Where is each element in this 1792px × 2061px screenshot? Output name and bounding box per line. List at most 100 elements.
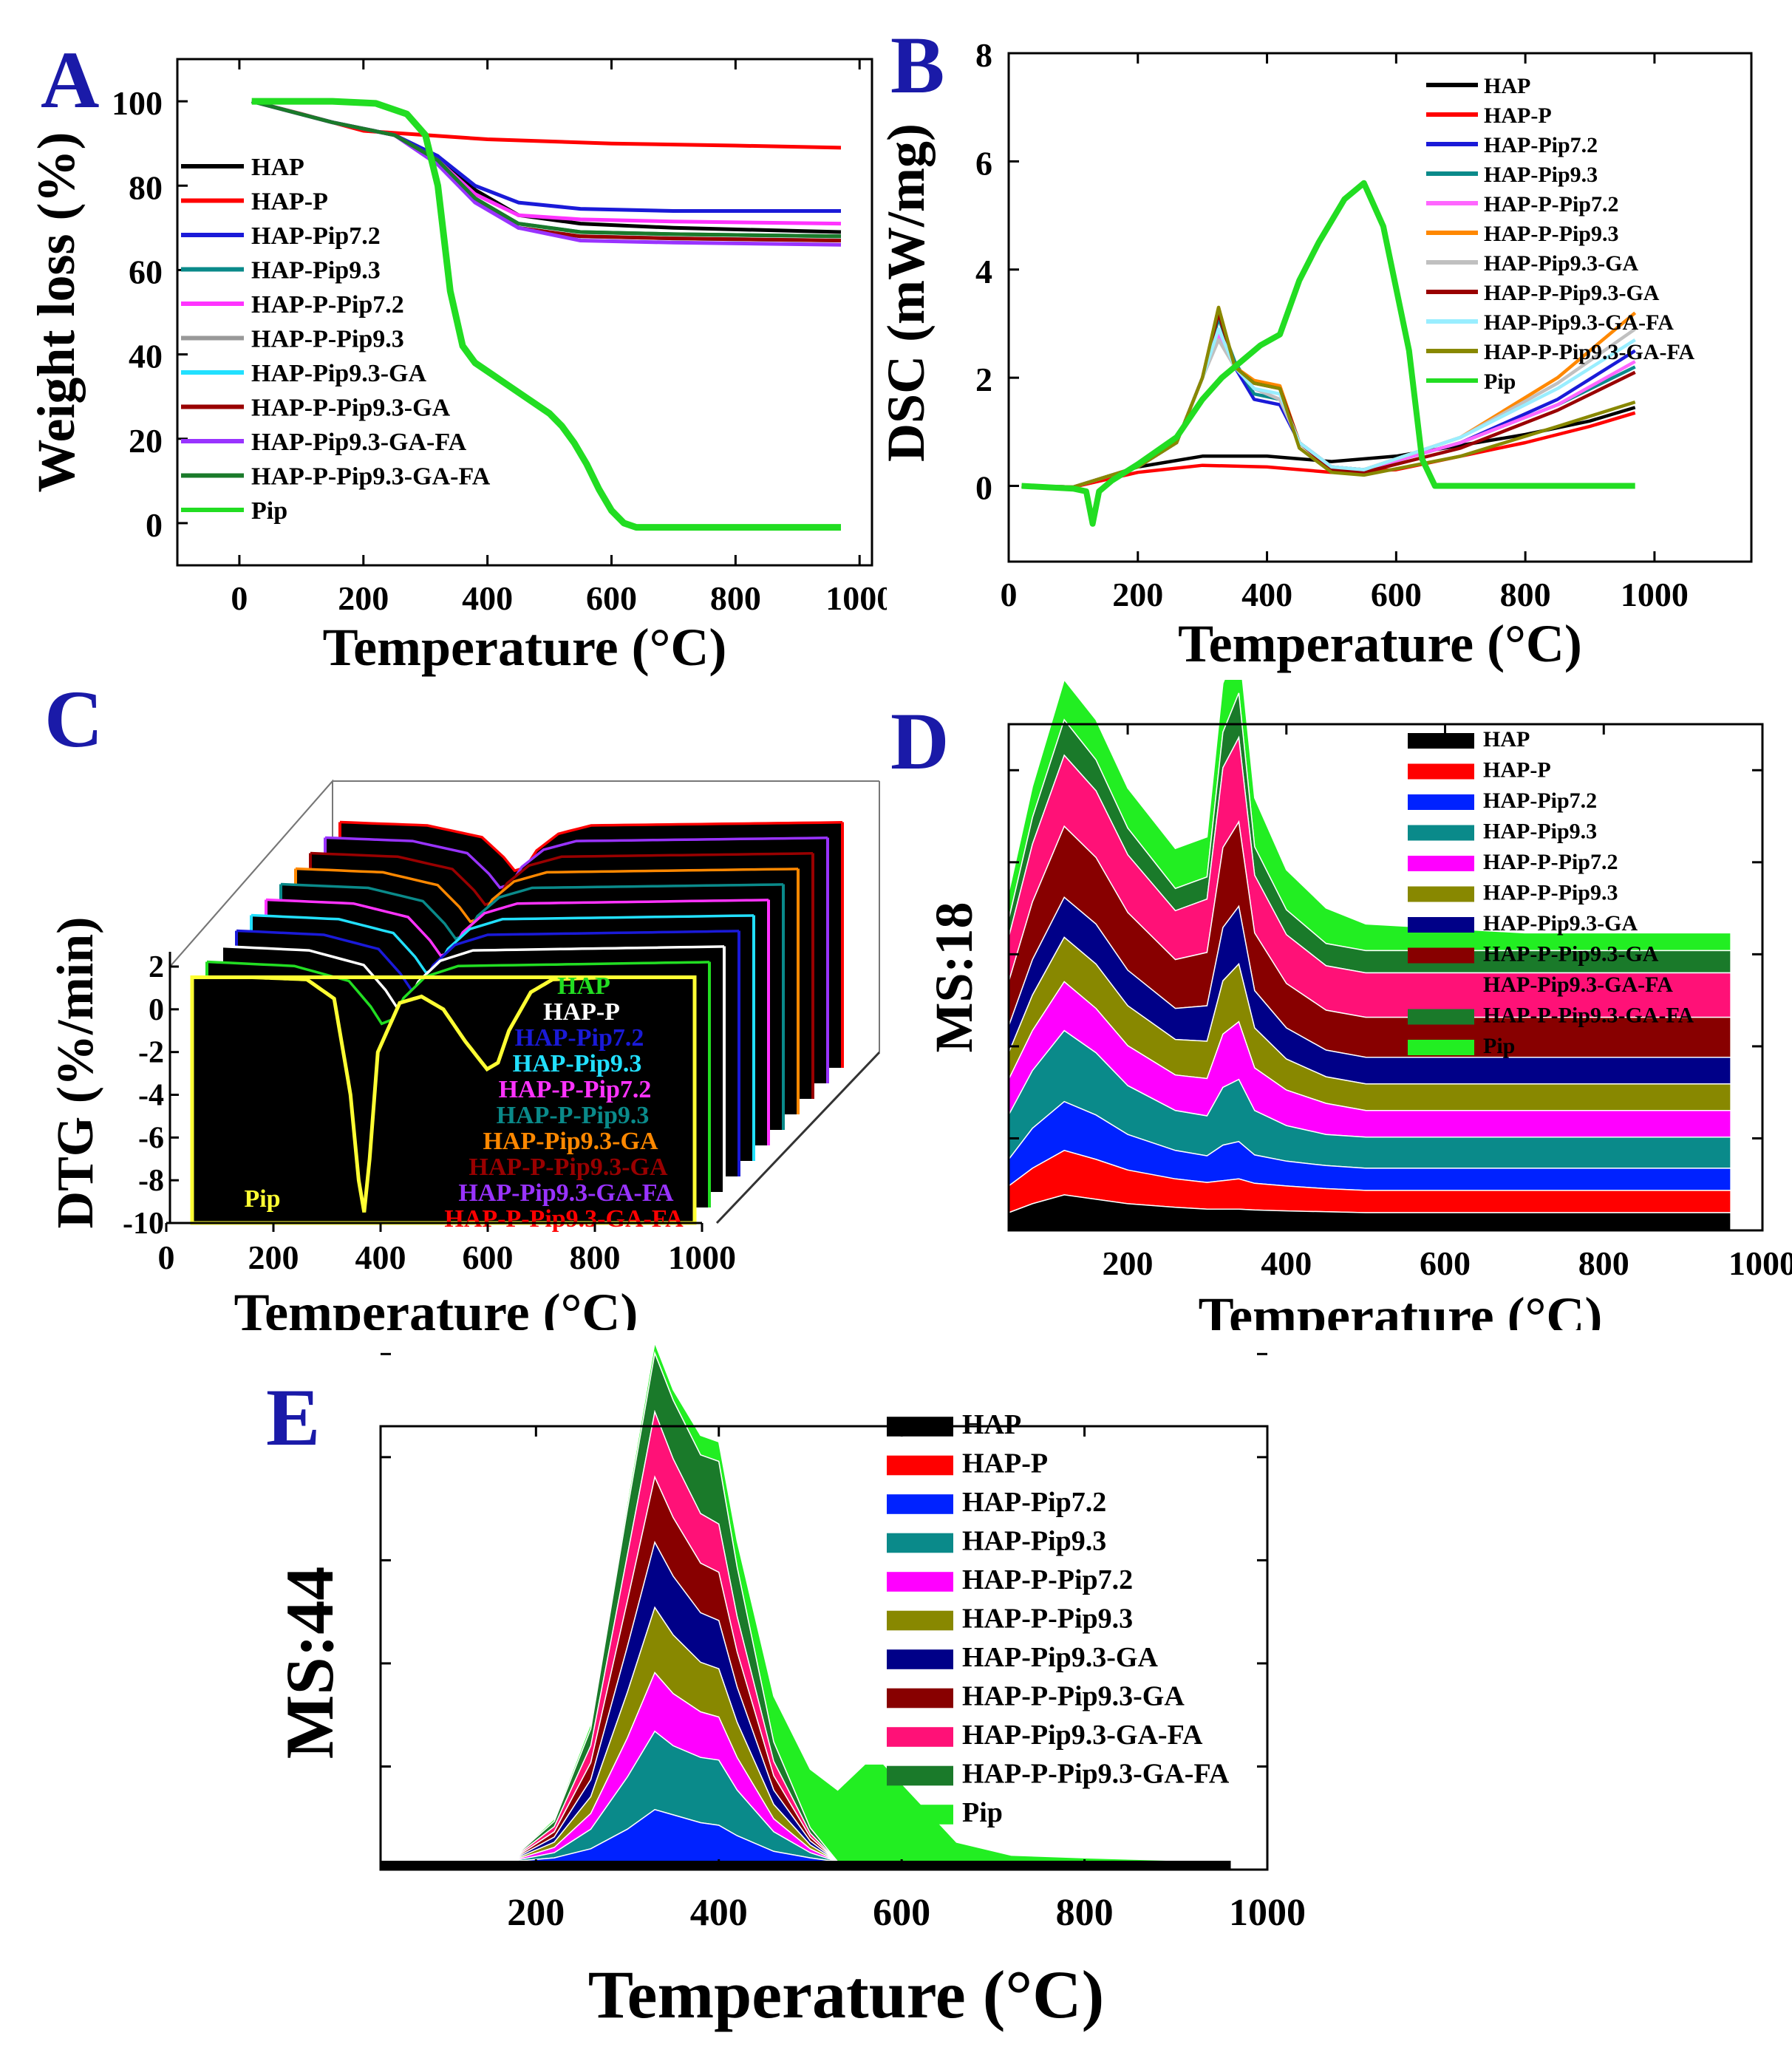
dtg-layer-line-hap [206, 960, 710, 1026]
legend-swatch [887, 1649, 953, 1669]
legend-label: HAP-Pip9.3-GA [1484, 251, 1638, 276]
y-axis-label: DSC (mW/mg) [887, 123, 936, 462]
legend-label: HAP-P-Pip9.3-GA-FA [1483, 1004, 1694, 1028]
dtg-layer-label: HAP-Pip9.3-GA [483, 1128, 658, 1155]
panel-letter: D [890, 696, 949, 786]
x-tick-label: 0 [231, 579, 248, 617]
legend-label: HAP-Pip9.3-GA-FA [1484, 310, 1674, 335]
y-tick-label: -8 [138, 1164, 164, 1198]
legend-label: HAP-P-Pip9.3-GA [962, 1681, 1185, 1712]
y-tick-label: 0 [975, 469, 992, 507]
plot-frame-outline [1007, 723, 1764, 1232]
y-axis-label: Weight loss (%) [27, 132, 86, 492]
dtg-layer-label: HAP-P [543, 998, 620, 1026]
legend-swatch [887, 1688, 953, 1709]
legend-swatch [1408, 978, 1474, 994]
dtg-front-fill [192, 977, 695, 1223]
legend-label: HAP-P-Pip9.3-GA-FA [1484, 340, 1695, 364]
dtg-layer-label: HAP-P-Pip9.3 [497, 1102, 650, 1129]
y-axis-label: MS:44 [272, 1567, 347, 1759]
dtg-layer-label: HAP-P-Pip9.3-GA-FA [444, 1205, 684, 1233]
x-tick-label: 1000 [668, 1239, 736, 1276]
legend-swatch [887, 1765, 953, 1786]
legend-swatch [1408, 1040, 1474, 1055]
x-tick-label: 1000 [825, 579, 887, 617]
series-line-pip [1021, 180, 1635, 527]
panel-letter: A [41, 35, 99, 125]
panel-d-ms18-chart: D HAP HAP-P HAP-Pip7.2 HAP-Pip9.3 HAP-P-Pip7.… [890, 680, 1792, 1330]
legend-label: HAP-P-Pip9.3-GA [251, 395, 451, 422]
plot-frame-outline [379, 1425, 1269, 1871]
x-axis-label: Temperature (°C) [1178, 614, 1582, 673]
box-top-edge [169, 780, 879, 967]
legend-label: HAP-P [962, 1448, 1048, 1479]
legend-swatch [1408, 856, 1474, 871]
legend-label: HAP [251, 154, 304, 181]
legend-swatch [887, 1455, 953, 1476]
legend-label: HAP-Pip9.3-GA [962, 1642, 1158, 1673]
y-tick-label: 0 [149, 993, 164, 1027]
y-tick-label: -6 [138, 1121, 164, 1155]
y-tick-label: 40 [129, 338, 163, 375]
x-tick-label: 400 [690, 1892, 748, 1934]
x-tick-label: 200 [338, 579, 389, 617]
dtg-layer-line-hap-p-pip9-3 [280, 882, 784, 941]
x-tick-label: 1000 [1728, 1244, 1792, 1282]
legend-swatch [887, 1610, 953, 1631]
dtg-layer-label: HAP-Pip9.3-GA-FA [458, 1179, 674, 1207]
legend-label: HAP-P [1483, 758, 1551, 783]
legend-label: Pip [1483, 1034, 1515, 1058]
legend-label: HAP-P-Pip9.3 [1484, 222, 1618, 246]
legend-label: HAP-P-Pip7.2 [251, 291, 404, 318]
dtg-layer-label: HAP-Pip9.3 [513, 1050, 642, 1077]
dtg-layer-label: HAP-Pip7.2 [515, 1024, 644, 1052]
x-tick-label: 800 [1500, 576, 1551, 613]
x-tick-label: 600 [586, 579, 637, 617]
x-tick-label: 400 [462, 579, 513, 617]
legend-swatch [887, 1494, 953, 1514]
x-tick-label: 800 [710, 579, 761, 617]
legend-label: HAP-P-Pip7.2 [1483, 850, 1618, 874]
dtg-layer-label: HAP-P-Pip9.3-GA [469, 1154, 668, 1181]
legend-label: Pip [251, 497, 287, 525]
legend-label: Pip [962, 1797, 1003, 1828]
legend-label: Pip [1484, 369, 1516, 394]
legend-swatch [887, 1727, 953, 1747]
legend-swatch [1408, 763, 1474, 780]
y-tick-label: 20 [129, 422, 163, 460]
x-tick-label: 600 [1420, 1244, 1471, 1282]
legend-label: HAP-P [251, 188, 328, 216]
legend-swatch [887, 1572, 953, 1592]
panel-letter: E [266, 1372, 320, 1462]
legend-label: HAP-P-Pip9.3-GA [1483, 942, 1659, 967]
legend-label: HAP-Pip7.2 [1484, 133, 1598, 157]
legend-label: HAP-Pip9.3-GA [1483, 911, 1638, 936]
x-tick-label: 200 [248, 1239, 299, 1276]
y-tick-label: 60 [129, 253, 163, 290]
legend-swatch [1408, 886, 1474, 902]
x-tick-label: 0 [1001, 576, 1018, 613]
panel-b-dsc-chart: B 0 2 4 6 8 0 200 400 600 800 1000 Temperature (°C) D… [887, 20, 1753, 673]
y-tick-label: 4 [975, 253, 992, 290]
dtg-layer-line-hap-p-pip9-3-ga [310, 851, 814, 907]
x-tick-label: 400 [1261, 1244, 1312, 1282]
y-axis-label: DTG (%/min) [47, 917, 104, 1229]
legend-label: HAP-Pip9.3 [1484, 163, 1598, 187]
dtg-layer-line-hap-p [221, 944, 725, 1009]
panel-c-dtg-chart: C HAPHAP-PHAP-Pip7.2HAP-Pip9.3HAP-P-Pip7.… [44, 680, 881, 1330]
legend-label: HAP-Pip7.2 [251, 222, 381, 250]
box-depth-axis [715, 1051, 881, 1224]
x-tick-label: 1000 [1621, 576, 1689, 613]
series-line-hap-pip7-2 [251, 99, 841, 213]
x-axis-label: Temperature (°C) [1199, 1287, 1603, 1330]
legend-label: HAP-P-Pip9.3-GA-FA [251, 463, 491, 491]
x-tick-label: 800 [570, 1239, 621, 1276]
dtg-layer-label: HAP [557, 972, 610, 1000]
y-tick-label: 2 [149, 950, 164, 984]
x-tick-label: 200 [1112, 576, 1163, 613]
x-tick-label: 600 [463, 1239, 514, 1276]
legend-label: HAP-P-Pip9.3 [251, 326, 404, 353]
legend-label: HAP [962, 1409, 1021, 1440]
dtg-front-label: Pip [244, 1185, 280, 1213]
